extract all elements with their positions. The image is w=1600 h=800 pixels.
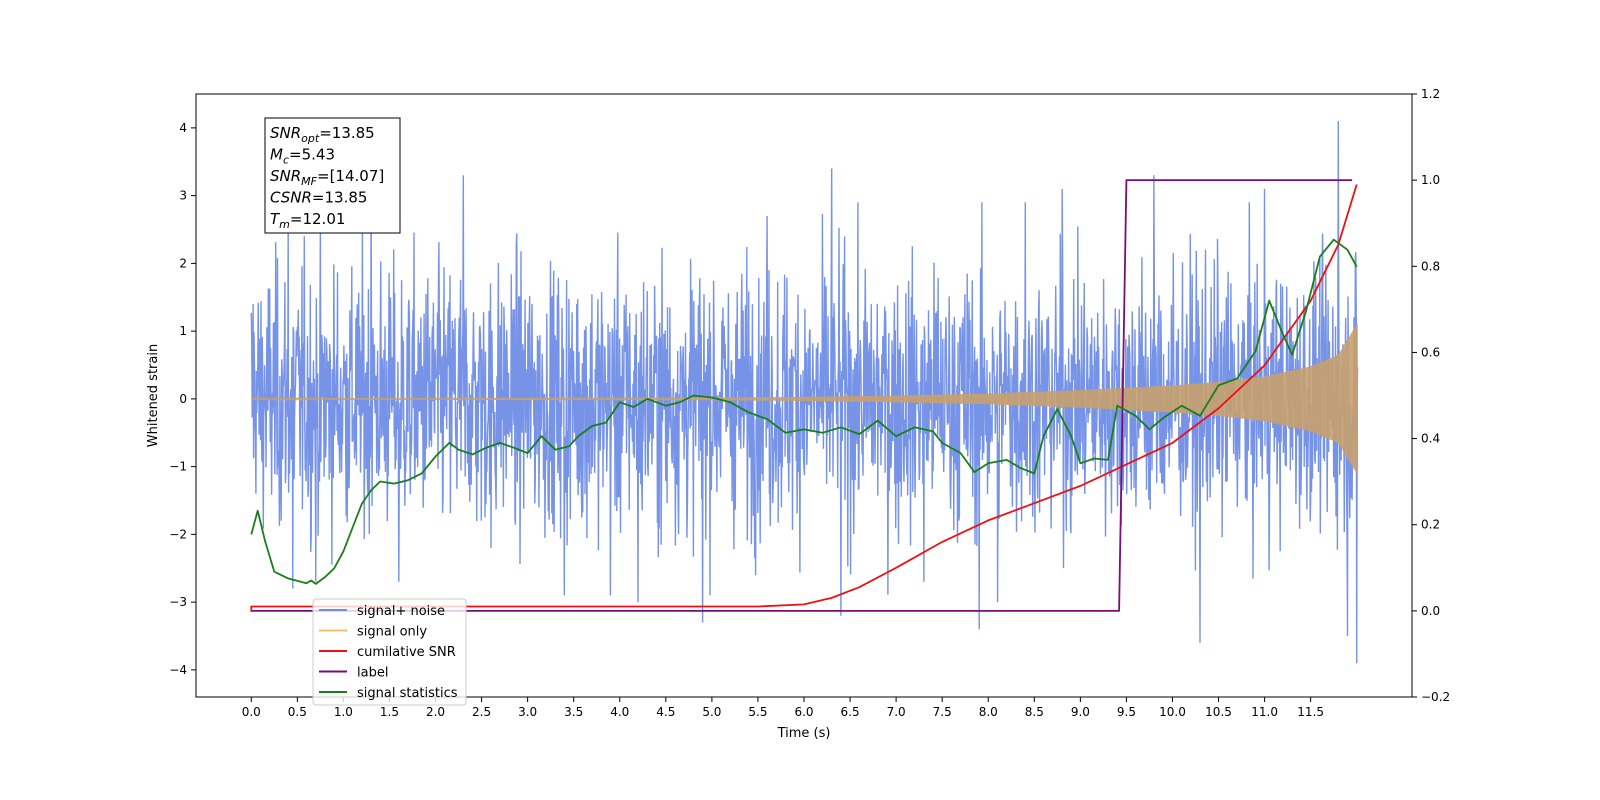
x-tick-label: 1.5 (380, 705, 399, 719)
y-tick-label-left: 3 (179, 189, 187, 203)
x-tick-label: 11.5 (1297, 705, 1324, 719)
series-signal-statistics (250, 238, 1358, 585)
annotation-line: Mc=5.43 (270, 146, 335, 167)
x-tick-label: 4.5 (656, 705, 675, 719)
y-tick-label-right: 0.4 (1421, 432, 1440, 446)
plot-area (250, 121, 1359, 664)
y-tick-label-right: 0.8 (1421, 259, 1440, 273)
legend: signal+ noise signal only cumilative SNR la… (312, 598, 467, 706)
x-tick-label: 9.0 (1071, 705, 1090, 719)
x-tick-label: 10.0 (1159, 705, 1186, 719)
x-tick-label: 0.0 (242, 705, 261, 719)
legend-entry-label: signal statistics (357, 686, 458, 701)
x-tick-label: 0.5 (288, 705, 307, 719)
x-tick-label: 10.5 (1205, 705, 1232, 719)
y-tick-label-right: 0.6 (1421, 345, 1440, 359)
y-tick-label-right: 1.0 (1421, 173, 1440, 187)
annotation-frame (264, 117, 401, 234)
y-tick-label-left: 4 (179, 121, 187, 135)
x-tick-label: 6.0 (794, 705, 813, 719)
legend-entry-label: label (357, 666, 388, 681)
x-tick-label: 7.0 (887, 705, 906, 719)
x-tick-label: 5.0 (702, 705, 721, 719)
x-tick-label: 4.0 (610, 705, 629, 719)
series-cumulative-snr (250, 184, 1358, 612)
x-tick-label: 7.5 (933, 705, 952, 719)
y-tick-label-left: −3 (169, 595, 187, 609)
x-axis-label: Time (s) (777, 726, 831, 741)
legend-entry-label: signal only (357, 625, 427, 640)
annotation-line: CSNR=13.85 (270, 189, 367, 207)
y-tick-label-left: 1 (179, 324, 187, 338)
y-tick-label-right: 0.2 (1421, 518, 1440, 532)
annotation-box: SNRopt=13.85Mc=5.43SNRMF=[14.07]CSNR=13.… (264, 117, 401, 234)
legend-entry-label: cumilative SNR (357, 645, 456, 660)
y-tick-label-right: 1.2 (1421, 87, 1440, 101)
x-tick-label: 8.0 (979, 705, 998, 719)
x-tick-label: 6.5 (841, 705, 860, 719)
annotation-line: SNRopt=13.85 (270, 124, 375, 145)
x-tick-label: 5.5 (748, 705, 767, 719)
axes: 0.0 0.5 1.0 1.5 2.0 2.5 3.0 3.5 4.0 4.5 5.0 5.5 6.0 6… (169, 87, 1450, 719)
annotation-line: Tm=12.01 (270, 210, 345, 231)
x-tick-label: 3.5 (564, 705, 583, 719)
y-axis-label-left: Whitened strain (146, 344, 161, 447)
x-tick-label: 1.0 (334, 705, 353, 719)
annotation-line: SNRMF=[14.07] (270, 167, 384, 188)
x-tick-label: 11.0 (1251, 705, 1278, 719)
y-tick-label-left: −4 (169, 663, 187, 677)
x-tick-label: 3.0 (518, 705, 537, 719)
y-tick-label-left: 0 (179, 392, 187, 406)
series-signal-only (250, 324, 1359, 474)
series-label (251, 179, 1353, 612)
legend-entry-label: signal+ noise (357, 604, 445, 619)
y-tick-label-left: 2 (179, 256, 187, 270)
x-tick-label: 8.5 (1025, 705, 1044, 719)
series-signal-noise (250, 121, 1359, 664)
x-tick-label: 9.5 (1117, 705, 1136, 719)
x-tick-label: 2.5 (472, 705, 491, 719)
y-tick-label-left: −1 (169, 460, 187, 474)
y-tick-label-right: 0.0 (1421, 604, 1440, 618)
x-tick-label: 2.0 (426, 705, 445, 719)
y-tick-label-left: −2 (169, 527, 187, 541)
legend-frame (312, 598, 467, 706)
y-tick-label-right: −0.2 (1421, 690, 1450, 704)
